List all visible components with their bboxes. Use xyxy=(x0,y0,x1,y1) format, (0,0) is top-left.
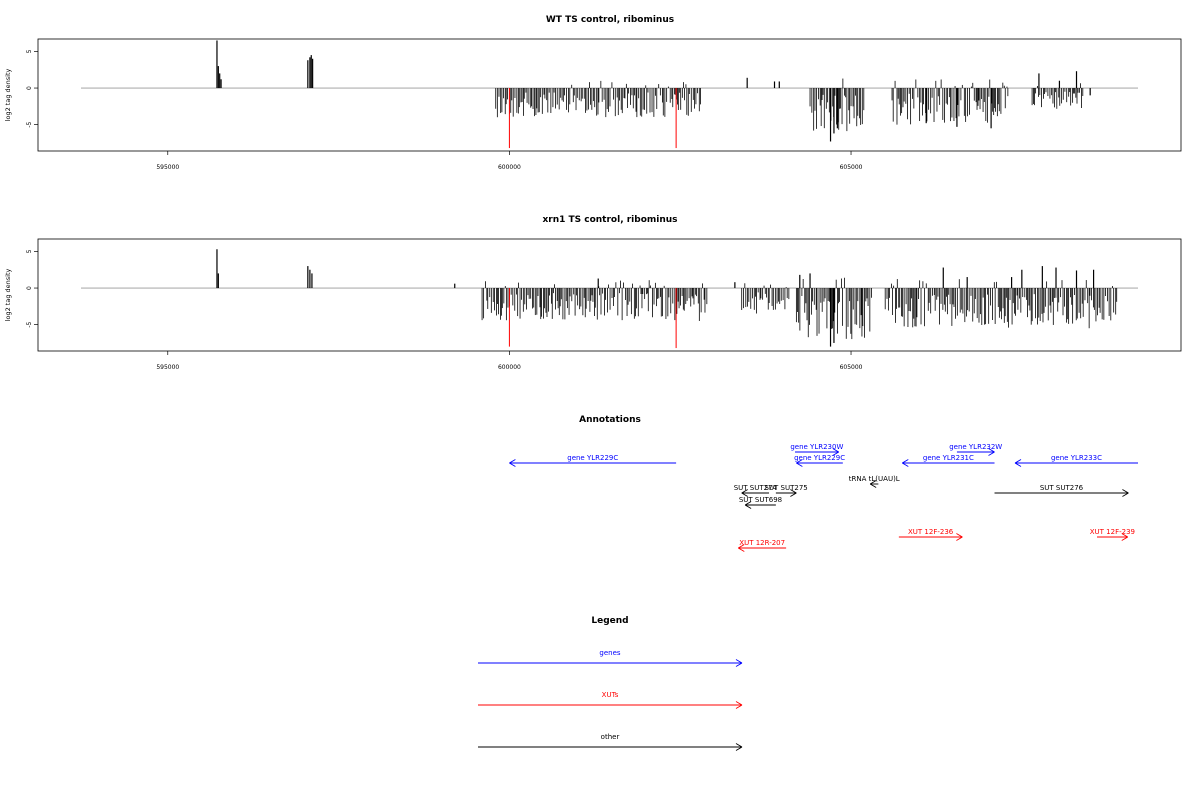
y-axis-label: log2 tag density xyxy=(4,269,12,322)
feature-label: SUT SUT698 xyxy=(739,496,782,504)
y-tick-label: 5 xyxy=(26,249,33,253)
xut-arrow xyxy=(898,533,963,541)
x-tick-label: 605000 xyxy=(840,364,863,371)
other-arrow xyxy=(775,489,797,497)
feature-label: gene YLR232W xyxy=(949,443,1002,451)
feature-label: XUT 12F-239 xyxy=(1090,528,1135,536)
feature-label: XUT 12F-236 xyxy=(908,528,954,536)
gene-arrow xyxy=(509,459,677,467)
xut-arrow xyxy=(738,544,787,552)
y-axis-label: log2 tag density xyxy=(4,69,12,122)
gene-arrow xyxy=(902,459,995,467)
legend-label: other xyxy=(601,733,620,741)
legend-arrow-other xyxy=(478,743,743,751)
gene-arrow xyxy=(795,448,839,456)
feature-label: tRNA tL(UAU)L xyxy=(849,475,900,483)
gene-arrow xyxy=(956,448,995,456)
x-tick-label: 600000 xyxy=(498,164,521,171)
y-tick-label: 0 xyxy=(26,286,33,290)
feature-label: SUT SUT276 xyxy=(1040,484,1084,492)
x-tick-label: 600000 xyxy=(498,364,521,371)
chart-title: xrn1 TS control, ribominus xyxy=(542,215,677,225)
feature-arrows: gene YLR229C gene YLR230W gene YLR229C gene… xyxy=(509,443,1138,552)
other-arrow xyxy=(741,489,770,497)
other-arrow xyxy=(744,501,776,509)
axis-ticks: 595000 600000 605000 5 0 -5 xyxy=(26,249,863,371)
other-arrow xyxy=(869,480,879,488)
feature-label: gene YLR230W xyxy=(790,443,843,451)
bar-series xyxy=(81,40,1138,149)
y-tick-label: -5 xyxy=(26,321,33,327)
x-tick-label: 595000 xyxy=(156,364,179,371)
feature-label: XUT 12R-207 xyxy=(739,539,785,547)
feature-label: gene YLR229C xyxy=(567,454,618,462)
chart-title: WT TS control, ribominus xyxy=(546,15,674,25)
chart-panel-xrn1: xrn1 TS control, ribominus log2 tag dens… xyxy=(4,215,1182,371)
y-tick-label: 5 xyxy=(26,49,33,53)
xut-arrow xyxy=(1097,533,1128,541)
legend: Legend genes XUTs other xyxy=(478,616,743,751)
x-tick-label: 605000 xyxy=(840,164,863,171)
chart-panel-wt: WT TS control, ribominus log2 tag densit… xyxy=(4,15,1182,171)
legend-label: XUTs xyxy=(602,691,619,699)
axis-ticks: 595000 600000 605000 5 0 -5 xyxy=(26,49,863,171)
legend-arrow-xut xyxy=(478,701,743,709)
plot-frame xyxy=(37,238,1182,352)
gene-arrow xyxy=(1014,459,1138,467)
legend-items: genes XUTs other xyxy=(478,649,743,751)
x-tick-label: 595000 xyxy=(156,164,179,171)
feature-label: gene YLR233C xyxy=(1051,454,1102,462)
legend-arrow-gene xyxy=(478,659,743,667)
plot-frame xyxy=(37,38,1182,152)
feature-label: SUT SUT275 xyxy=(764,484,807,492)
bar-series xyxy=(81,249,1138,349)
feature-label: gene YLR231C xyxy=(923,454,974,462)
annotations-title: Annotations xyxy=(579,415,641,425)
gene-arrow xyxy=(796,459,843,467)
y-tick-label: -5 xyxy=(26,121,33,127)
legend-title: Legend xyxy=(591,616,628,626)
other-arrow xyxy=(994,489,1129,497)
y-tick-label: 0 xyxy=(26,86,33,90)
legend-label: genes xyxy=(599,649,620,657)
feature-label: SUT SUT274 xyxy=(734,484,778,492)
feature-label: gene YLR229C xyxy=(794,454,845,462)
